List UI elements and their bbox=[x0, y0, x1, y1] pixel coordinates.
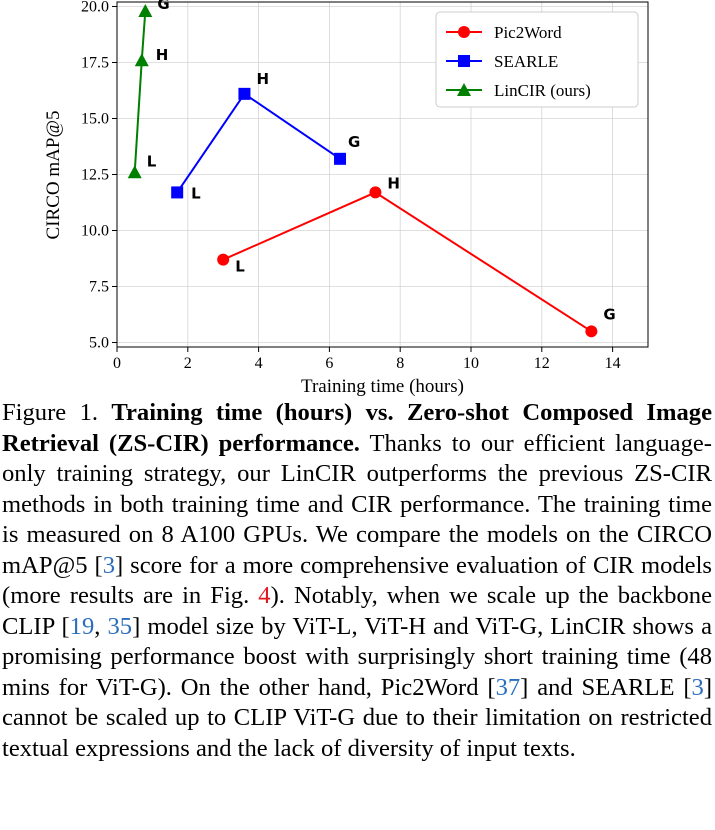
point-label: G bbox=[157, 0, 169, 13]
citation-link[interactable]: 3 bbox=[102, 551, 115, 579]
point-label: H bbox=[387, 174, 400, 192]
data-point bbox=[138, 3, 153, 17]
series-lincir-ours: L H G bbox=[127, 0, 170, 179]
x-tick-label: 0 bbox=[113, 355, 121, 372]
series-searle: L H G bbox=[171, 70, 360, 202]
data-point bbox=[585, 325, 598, 338]
y-tick-label: 12.5 bbox=[81, 167, 109, 184]
y-tick-label: 17.5 bbox=[81, 54, 109, 71]
figure-label: Figure 1. bbox=[2, 399, 99, 426]
series-pic2word: L H G bbox=[217, 174, 616, 338]
figure-link[interactable]: 4 bbox=[258, 582, 271, 609]
citation-link[interactable]: 19 bbox=[69, 612, 95, 640]
line-chart: 0 2 4 6 8 10 12 14 5.0 7.5 10.0 12.5 15.0 17.5 20.0 L… bbox=[43, 0, 649, 397]
y-tick-label: 7.5 bbox=[89, 279, 109, 296]
caption-text: ] cannot be scaled up to CLIP ViT-G due … bbox=[2, 673, 713, 762]
caption-text: Thanks to our efficient language-only tr… bbox=[2, 429, 712, 579]
x-tick-label: 6 bbox=[325, 355, 333, 372]
point-label: G bbox=[603, 305, 615, 323]
legend-box bbox=[435, 11, 639, 108]
citation-link[interactable]: 3 bbox=[691, 673, 704, 701]
legend-marker bbox=[458, 26, 470, 38]
data-point bbox=[127, 165, 142, 179]
citation-link[interactable]: 37 bbox=[495, 673, 521, 701]
legend-entry: Pic2Word bbox=[446, 23, 562, 42]
caption-text: , bbox=[94, 612, 101, 640]
y-tick-label: 10.0 bbox=[81, 223, 109, 240]
figure: 0 2 4 6 8 10 12 14 5.0 7.5 10.0 12.5 15.0 17.5 20.0 L… bbox=[0, 0, 715, 400]
caption-title: Training time (hours) vs. Zero-shot Comp… bbox=[2, 399, 712, 457]
y-tick-label: 5.0 bbox=[89, 335, 109, 352]
x-tick-label: 12 bbox=[534, 355, 550, 372]
x-tick-label: 8 bbox=[396, 355, 404, 372]
caption-text: ] model size by ViT-L, ViT-H and ViT-G, … bbox=[2, 612, 712, 701]
x-tick-label: 4 bbox=[255, 355, 263, 372]
data-point bbox=[217, 253, 230, 266]
point-label: L bbox=[147, 152, 157, 170]
x-axis-label: Training time (hours) bbox=[301, 376, 464, 397]
series: L H G L H G L H G bbox=[127, 0, 616, 338]
point-label: H bbox=[156, 46, 169, 64]
data-point bbox=[134, 53, 149, 67]
y-ticks: 5.0 7.5 10.0 12.5 15.0 17.5 20.0 bbox=[81, 0, 117, 352]
legend-marker bbox=[458, 55, 470, 67]
point-label: L bbox=[191, 184, 201, 202]
x-tick-label: 2 bbox=[184, 355, 192, 372]
legend: Pic2Word SEARLE LinCIR (ours) bbox=[435, 11, 639, 108]
legend-label: Pic2Word bbox=[494, 23, 562, 42]
caption-text: ] and SEARLE [ bbox=[520, 673, 692, 701]
x-tick-label: 14 bbox=[605, 355, 621, 372]
legend-label: LinCIR (ours) bbox=[494, 81, 591, 100]
legend-marker bbox=[457, 83, 471, 96]
y-axis-label: CIRCO mAP@5 bbox=[43, 111, 64, 240]
y-tick-label: 15.0 bbox=[81, 110, 109, 127]
data-point bbox=[369, 186, 382, 199]
caption-text: ] score for a more comprehensive evaluat… bbox=[2, 551, 712, 610]
point-label: G bbox=[348, 133, 360, 151]
citation-link[interactable]: 35 bbox=[107, 612, 133, 640]
data-point bbox=[334, 152, 347, 165]
figure-caption: Figure 1. Training time (hours) vs. Zero… bbox=[2, 398, 712, 764]
data-point bbox=[171, 186, 184, 199]
y-tick-label: 20.0 bbox=[81, 0, 109, 15]
legend-entry: LinCIR (ours) bbox=[446, 81, 591, 100]
data-point bbox=[238, 87, 251, 100]
legend-entry: SEARLE bbox=[446, 52, 558, 71]
x-tick-label: 10 bbox=[463, 355, 479, 372]
x-ticks: 0 2 4 6 8 10 12 14 bbox=[113, 347, 621, 372]
caption-text: ). Notably, when we scale up the backbon… bbox=[2, 582, 712, 640]
point-label: L bbox=[235, 258, 245, 276]
point-label: H bbox=[256, 70, 269, 88]
legend-label: SEARLE bbox=[494, 52, 558, 71]
